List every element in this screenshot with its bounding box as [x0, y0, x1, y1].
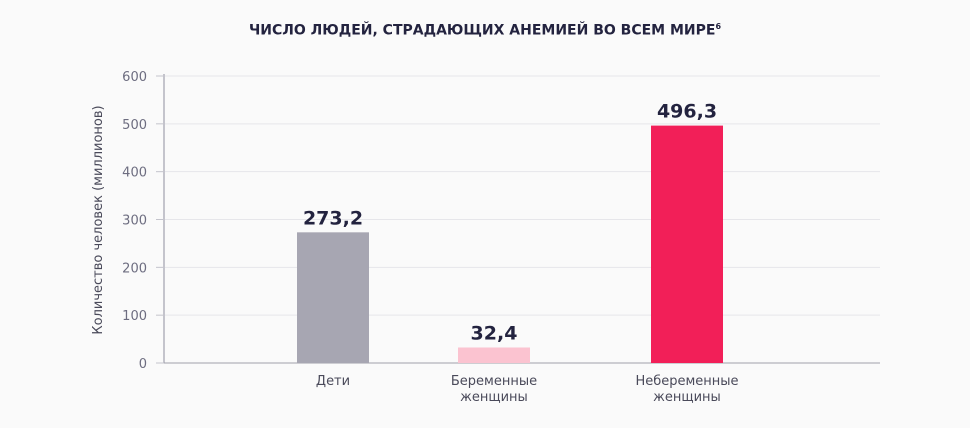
x-tick-label: Беременные — [451, 374, 537, 389]
y-tick-label: 100 — [122, 309, 147, 324]
bar — [297, 232, 369, 363]
data-label: 32,4 — [471, 323, 518, 345]
data-label: 273,2 — [303, 207, 363, 229]
y-axis-label: Количество человек (миллионов) — [91, 105, 106, 334]
chart-title: ЧИСЛО ЛЮДЕЙ, СТРАДАЮЩИХ АНЕМИЕЙ ВО ВСЕМ … — [0, 22, 970, 39]
y-tick-label: 200 — [122, 261, 147, 276]
x-tick-label: Дети — [316, 374, 350, 389]
title-text: ЧИСЛО ЛЮДЕЙ, СТРАДАЮЩИХ АНЕМИЕЙ ВО ВСЕМ … — [248, 22, 716, 39]
y-tick-label: 300 — [122, 214, 147, 229]
x-tick-label: женщины — [460, 390, 528, 405]
title-footnote: 6 — [715, 22, 722, 31]
y-tick-label: 600 — [122, 70, 147, 85]
y-tick-label: 0 — [139, 357, 147, 372]
y-tick-label: 400 — [122, 166, 147, 181]
x-tick-label: женщины — [653, 390, 721, 405]
bar — [458, 347, 530, 363]
y-tick-label: 500 — [122, 118, 147, 133]
x-tick-label: Небеременные — [635, 374, 738, 389]
bar — [651, 125, 723, 363]
data-label: 496,3 — [657, 101, 717, 123]
